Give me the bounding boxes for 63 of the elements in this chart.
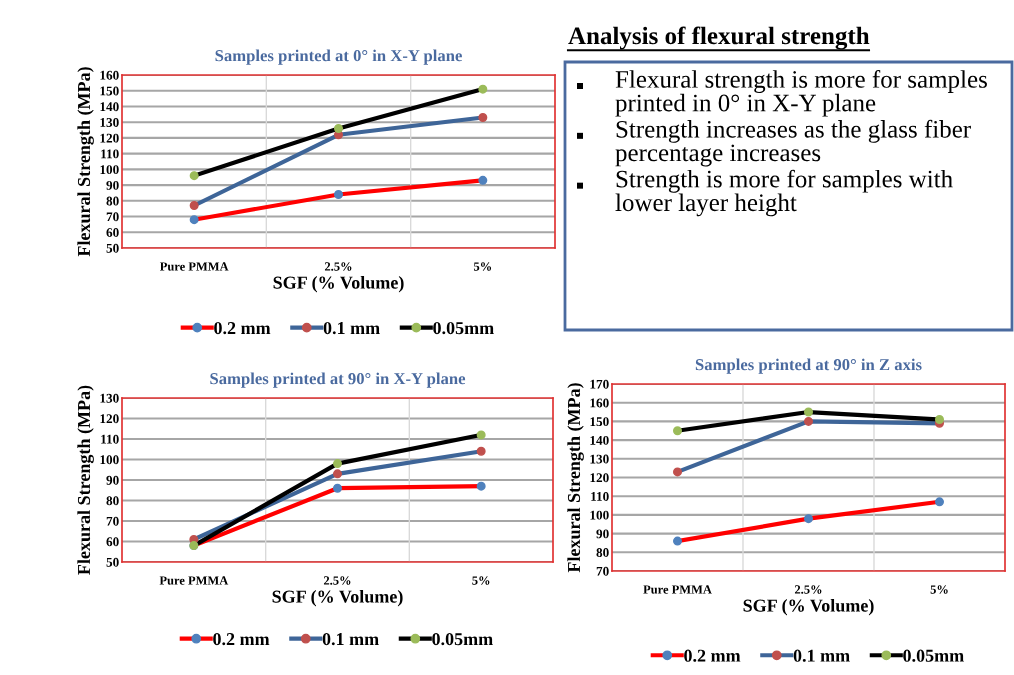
legend-label: 0.05mm bbox=[432, 633, 493, 646]
y-tick-label: 90 bbox=[106, 475, 119, 485]
y-axis-title: Flexural Strength (MPa) bbox=[77, 67, 94, 257]
y-tick-label: 110 bbox=[591, 492, 609, 501]
legend-label: 0.1 mm bbox=[793, 649, 850, 662]
chart-title: Samples printed at 90° in Z axis bbox=[695, 358, 922, 374]
y-tick-label: 160 bbox=[100, 70, 119, 80]
y-tick-label: 130 bbox=[100, 393, 119, 403]
y-tick-label: 170 bbox=[590, 379, 609, 389]
x-tick-label: 5% bbox=[930, 585, 948, 594]
x-axis-title: SGF (% Volume) bbox=[273, 276, 404, 293]
y-tick-label: 160 bbox=[590, 398, 609, 408]
x-axis-title: SGF (% Volume) bbox=[743, 599, 874, 616]
text: Analysis of flexural strength bbox=[568, 26, 870, 50]
chart-title: Samples printed at 90° in X-Y plane bbox=[210, 372, 466, 388]
y-tick-label: 70 bbox=[106, 212, 119, 222]
x-tick-label: Pure PMMA bbox=[643, 585, 712, 594]
y-tick-label: 120 bbox=[100, 414, 119, 424]
text: Strength is more for samples with lower layer height bbox=[615, 169, 953, 217]
y-tick-label: 60 bbox=[106, 228, 119, 237]
x-axis-title: SGF (% Volume) bbox=[272, 590, 403, 607]
x-tick-label: 5% bbox=[473, 262, 492, 271]
y-tick-label: 80 bbox=[106, 196, 119, 206]
legend-label: 0.05mm bbox=[433, 321, 494, 335]
y-tick-label: 120 bbox=[100, 133, 119, 143]
y-tick-label: 100 bbox=[590, 510, 609, 520]
legend-label: 0.05mm bbox=[903, 649, 964, 662]
y-tick-label: 80 bbox=[106, 496, 119, 506]
y-tick-label: 140 bbox=[100, 102, 119, 112]
x-tick-label: 2.5% bbox=[324, 262, 352, 271]
y-tick-label: 50 bbox=[106, 557, 119, 567]
x-tick-label: 2.5% bbox=[323, 576, 351, 585]
y-axis-title: Flexural Strength (MPa) bbox=[567, 383, 584, 573]
y-tick-label: 140 bbox=[590, 435, 609, 445]
legend-label: 0.2 mm bbox=[684, 649, 741, 662]
y-tick-label: 110 bbox=[101, 149, 119, 159]
y-tick-label: 120 bbox=[590, 473, 609, 483]
text: Strength increases as the glass fiber percentage increases bbox=[615, 119, 971, 167]
x-tick-label: Pure PMMA bbox=[159, 262, 229, 271]
x-tick-label: 2.5% bbox=[794, 585, 822, 594]
legend-label: 0.1 mm bbox=[322, 633, 379, 646]
y-tick-label: 100 bbox=[100, 165, 119, 175]
x-tick-label: Pure PMMA bbox=[159, 576, 229, 585]
text: Flexural strength is more for samples printed in 0° in X-Y plane bbox=[615, 70, 987, 117]
y-tick-label: 70 bbox=[596, 566, 609, 576]
y-tick-label: 50 bbox=[106, 243, 119, 253]
chart-title: Samples printed at 0° in X-Y plane bbox=[215, 49, 462, 65]
y-axis-title: Flexural Strength (MPa) bbox=[77, 385, 94, 575]
x-tick-label: 5% bbox=[472, 576, 490, 585]
y-tick-label: 130 bbox=[100, 117, 119, 127]
y-tick-label: 60 bbox=[106, 537, 119, 547]
y-tick-label: 150 bbox=[100, 86, 119, 96]
y-tick-label: 80 bbox=[596, 548, 609, 558]
legend-label: 0.2 mm bbox=[214, 321, 271, 335]
legend-label: 0.2 mm bbox=[213, 633, 270, 646]
y-tick-label: 110 bbox=[101, 434, 119, 444]
y-tick-label: 130 bbox=[590, 454, 609, 464]
y-tick-label: 90 bbox=[596, 529, 609, 539]
legend-label: 0.1 mm bbox=[323, 321, 380, 335]
y-tick-label: 150 bbox=[590, 417, 609, 427]
y-tick-label: 100 bbox=[100, 455, 119, 465]
y-tick-label: 70 bbox=[106, 516, 119, 526]
y-tick-label: 90 bbox=[106, 180, 119, 190]
